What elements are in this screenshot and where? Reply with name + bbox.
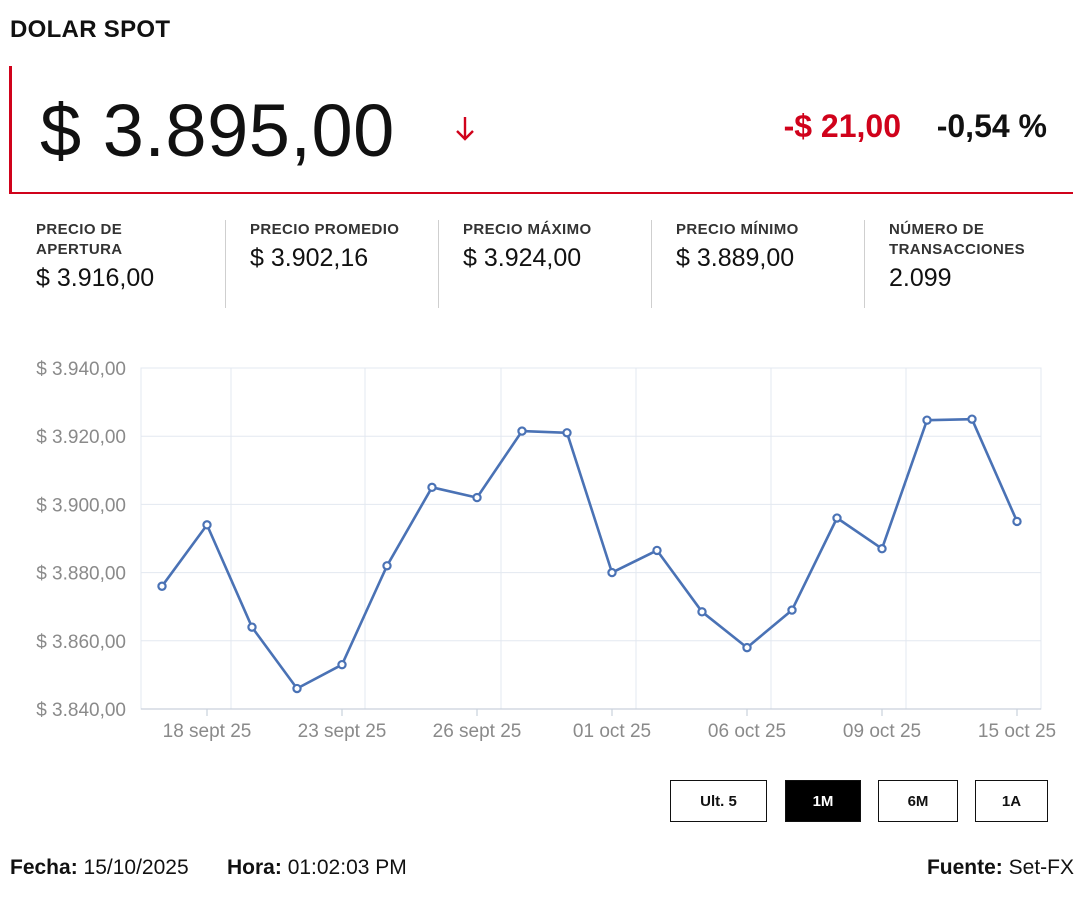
footer-hora: Hora: 01:02:03 PM	[227, 856, 407, 880]
data-point	[427, 482, 437, 493]
stat-label: NÚMERO DE TRANSACCIONES	[889, 221, 1026, 258]
x-tick-label: 09 oct 25	[843, 721, 921, 742]
data-point	[292, 683, 302, 694]
y-tick-label: $ 3.880,00	[36, 564, 126, 585]
fecha-value: 15/10/2025	[83, 856, 189, 879]
fuente-label: Fuente:	[926, 856, 1003, 879]
stat-value: $ 3.916,00	[36, 264, 155, 292]
data-point	[337, 659, 347, 670]
page-title: DOLAR SPOT	[10, 16, 171, 43]
hora-label: Hora:	[227, 856, 282, 879]
price-line-chart: $ 3.840,00 $ 3.860,00 $ 3.880,00 $ 3.900,00…	[36, 359, 1056, 742]
stat-value: $ 3.902,16	[250, 244, 369, 272]
range-button-1a[interactable]: 1A	[975, 780, 1048, 822]
stat-value: 2.099	[889, 264, 952, 292]
data-point	[697, 607, 707, 617]
stat-value: $ 3.889,00	[676, 244, 795, 272]
stat-promedio: PRECIO PROMEDIO $ 3.902,16	[225, 220, 438, 308]
stat-maximo: PRECIO MÁXIMO $ 3.924,00	[438, 220, 651, 308]
range-button-1m[interactable]: 1M	[785, 780, 861, 822]
data-point	[787, 605, 797, 615]
change-percent: -0,54 %	[936, 108, 1047, 144]
x-tick-label: 23 sept 25	[298, 721, 387, 742]
stat-label: PRECIO DE APERTURA	[36, 221, 123, 258]
y-tick-label: $ 3.940,00	[36, 359, 126, 380]
x-tick-label: 15 oct 25	[978, 721, 1056, 742]
footer-fecha: Fecha: 15/10/2025	[10, 856, 189, 880]
range-button-6m[interactable]: 6M	[878, 780, 958, 822]
data-point	[877, 544, 887, 554]
data-point	[247, 622, 257, 632]
fecha-label: Fecha:	[10, 856, 78, 879]
data-point	[562, 428, 572, 438]
y-tick-label: $ 3.900,00	[36, 495, 126, 516]
y-tick-label: $ 3.840,00	[36, 700, 126, 721]
footer-fuente: Fuente: Set-FX	[927, 856, 1074, 880]
data-point	[472, 492, 482, 503]
y-tick-label: $ 3.860,00	[36, 632, 126, 653]
x-tick-label: 18 sept 25	[163, 721, 252, 742]
data-point	[967, 414, 977, 424]
data-point	[742, 642, 752, 653]
stats-row: PRECIO DE APERTURA $ 3.916,00 PRECIO PRO…	[12, 220, 1076, 310]
y-tick-label: $ 3.920,00	[36, 427, 126, 448]
data-point	[202, 520, 212, 530]
data-point	[517, 426, 527, 436]
stat-minimo: PRECIO MÍNIMO $ 3.889,00	[651, 220, 864, 308]
x-tick-label: 06 oct 25	[708, 721, 786, 742]
price-panel: $ 3.895,00 -$ 21,00 -0,54 %	[9, 66, 1073, 194]
data-point	[922, 415, 932, 425]
stat-label: PRECIO MÍNIMO	[676, 221, 799, 238]
current-price: $ 3.895,00	[40, 89, 395, 172]
x-tick-label: 26 sept 25	[433, 721, 522, 742]
arrow-down-icon	[456, 117, 474, 141]
stat-transacciones: NÚMERO DE TRANSACCIONES 2.099	[864, 220, 1077, 308]
data-point	[607, 567, 617, 578]
stat-label: PRECIO PROMEDIO	[250, 221, 400, 238]
data-point	[652, 545, 662, 556]
data-point	[832, 513, 842, 523]
data-point	[1012, 516, 1022, 527]
change-absolute: -$ 21,00	[783, 108, 901, 144]
stat-label: PRECIO MÁXIMO	[463, 221, 592, 238]
range-selector: Ult. 5 1M 6M 1A	[0, 780, 1080, 824]
footer: Fecha: 15/10/2025 Hora: 01:02:03 PM Fuen…	[10, 856, 1074, 884]
stat-apertura: PRECIO DE APERTURA $ 3.916,00	[12, 220, 225, 308]
range-button-ult5[interactable]: Ult. 5	[670, 780, 767, 822]
hora-value: 01:02:03 PM	[287, 856, 407, 879]
series-line	[160, 417, 1019, 690]
fuente-value: Set-FX	[1008, 856, 1074, 879]
x-tick-label: 01 oct 25	[573, 721, 651, 742]
stat-value: $ 3.924,00	[463, 244, 582, 272]
data-point	[157, 581, 167, 591]
data-point	[382, 561, 392, 571]
